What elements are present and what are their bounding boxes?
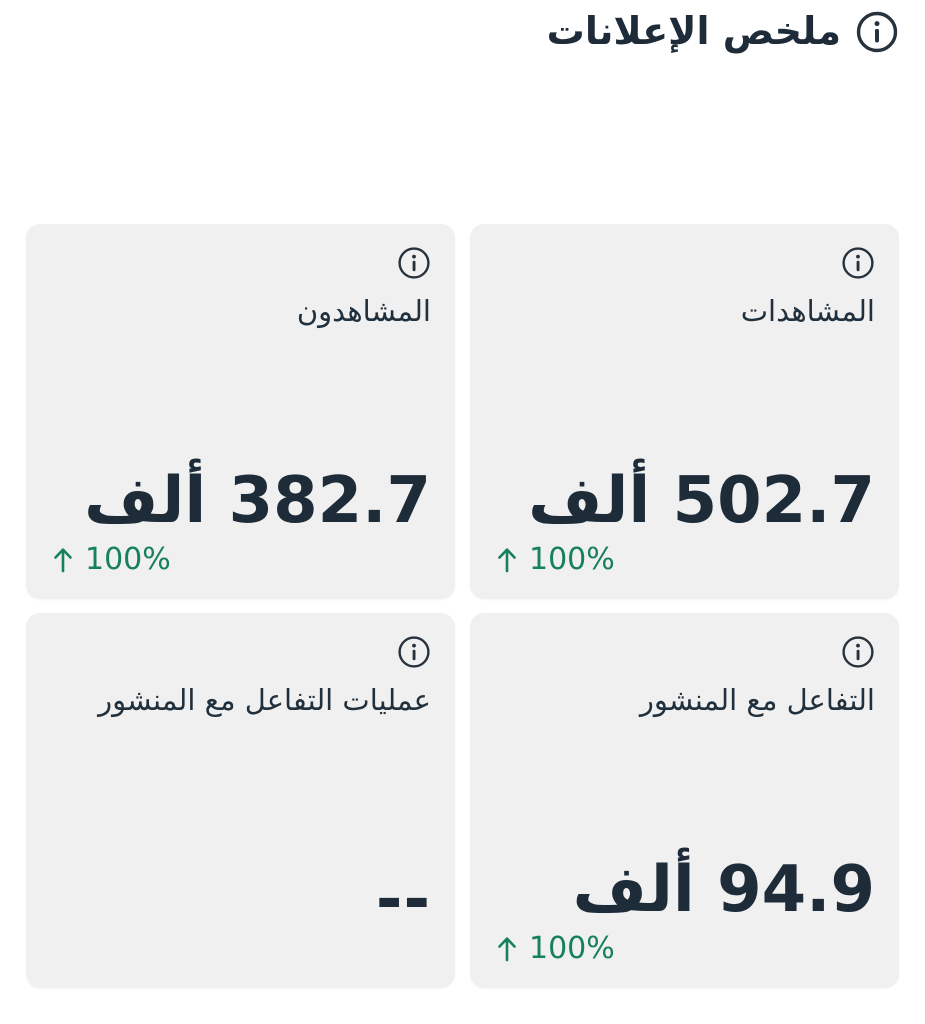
metric-label: التفاعل مع المنشور [639,683,875,717]
metric-delta-value: 100% [85,542,171,577]
info-circle-icon[interactable] [855,10,899,54]
info-circle-icon[interactable] [841,635,875,669]
arrow-up-icon [50,545,76,575]
metric-cards-grid: المشاهدات 502.7 ألف 100% [26,224,899,988]
metric-label: المشاهدون [296,294,431,328]
arrow-up-icon [494,545,520,575]
metric-value: 502.7 ألف [528,463,875,538]
info-circle-icon[interactable] [841,246,875,280]
card-header-row [494,635,875,671]
spacer [494,331,875,468]
card-header-row [494,246,875,282]
spacer [50,720,431,867]
spacer [50,331,431,468]
metric-card-post-engagement-actions[interactable]: عمليات التفاعل مع المنشور -- [26,613,455,988]
metric-card-post-engagement[interactable]: التفاعل مع المنشور 94.9 ألف 100% [470,613,899,988]
metric-delta: 100% [50,545,431,575]
metric-card-reach[interactable]: المشاهدون 382.7 ألف 100% [26,224,455,599]
info-circle-icon[interactable] [397,635,431,669]
metric-value: 94.9 ألف [572,852,876,927]
card-header-row [50,635,431,671]
metric-label: عمليات التفاعل مع المنشور [98,683,431,717]
metric-value: -- [375,862,431,937]
info-circle-icon[interactable] [397,246,431,280]
metric-delta: 100% [494,934,875,964]
page-title: ملخص الإعلانات [546,9,841,54]
section-header: ملخص الإعلانات [26,4,899,60]
metric-label: المشاهدات [740,294,875,328]
spacer [494,720,875,857]
metric-card-impressions[interactable]: المشاهدات 502.7 ألف 100% [470,224,899,599]
metric-delta-value: 100% [529,931,615,966]
metric-value: 382.7 ألف [84,463,431,538]
card-header-row [50,246,431,282]
metric-delta-value: 100% [529,542,615,577]
metric-delta: 100% [494,545,875,575]
arrow-up-icon [494,934,520,964]
